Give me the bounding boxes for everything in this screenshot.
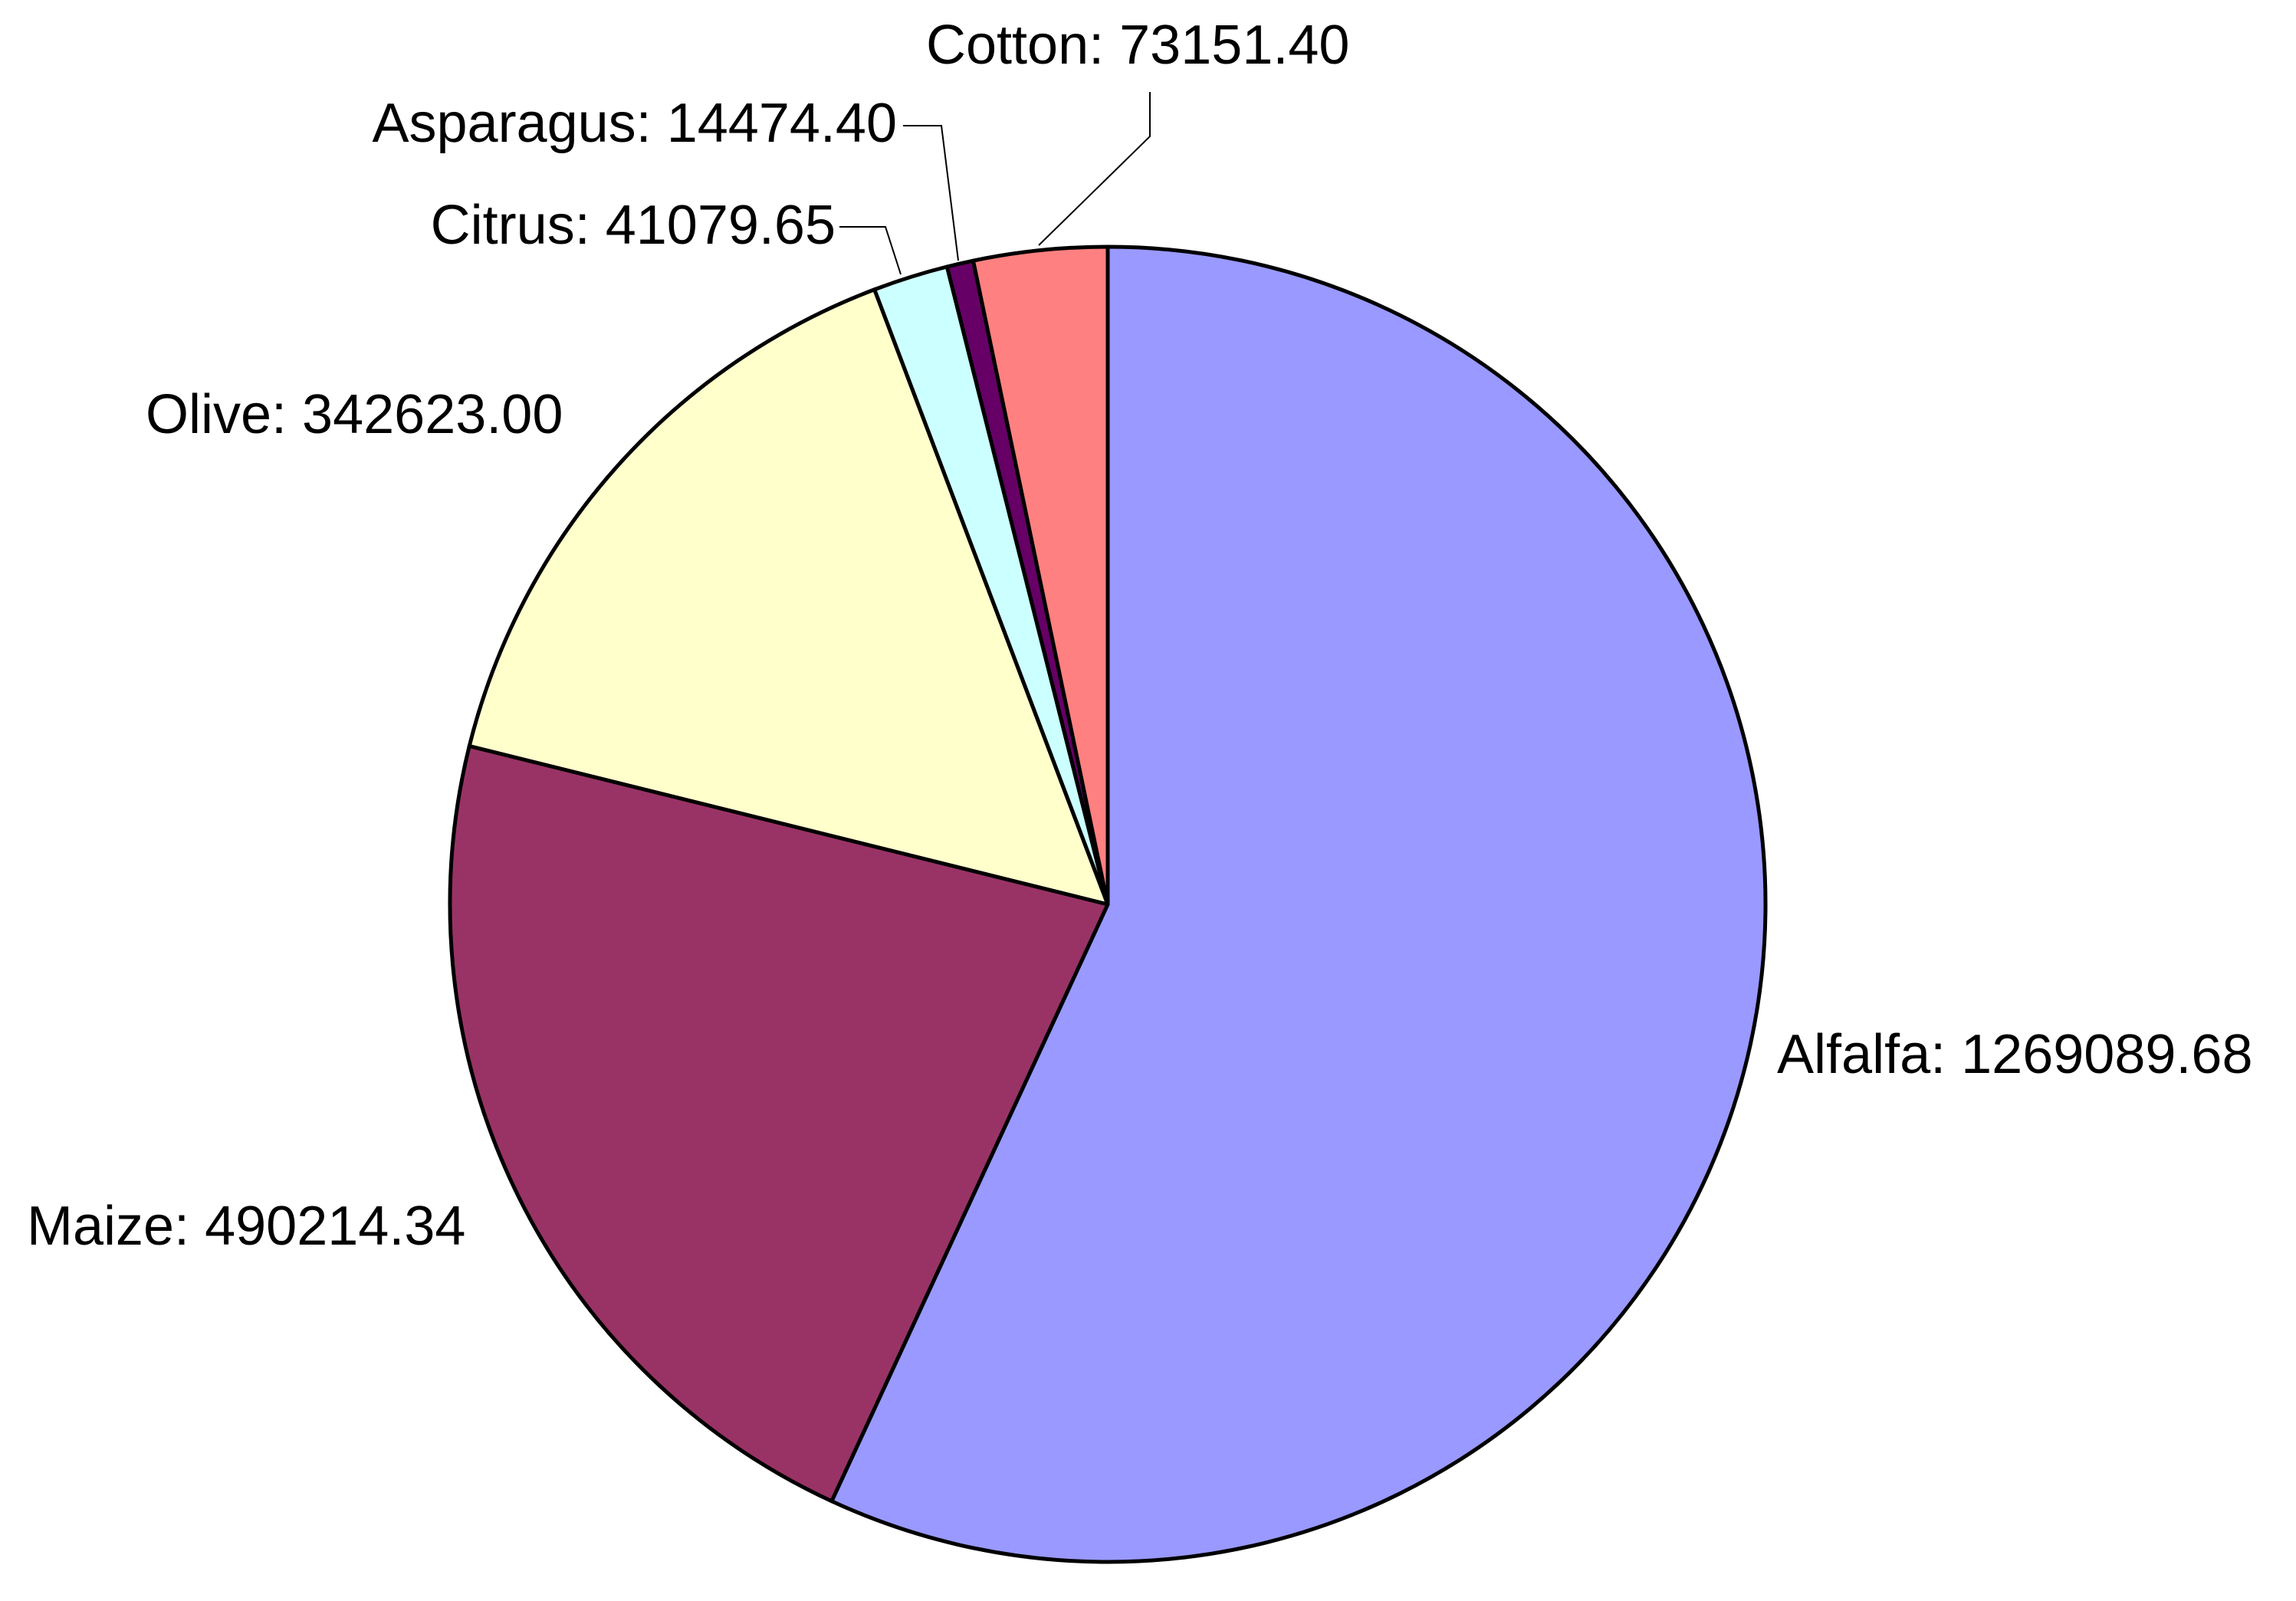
pie-slice-olive	[467, 287, 1110, 907]
leader-lines-layer	[839, 92, 1151, 275]
slice-label-cotton: Cotton: 73151.40	[926, 15, 1349, 76]
pie-slice-maize	[448, 743, 1110, 1504]
slice-label-maize: Maize: 490214.34	[27, 1196, 465, 1257]
labels-layer: Alfalfa: 1269089.68 Maize: 490214.34 Oli…	[27, 15, 2253, 1257]
slices-layer	[448, 244, 1768, 1564]
leader-line-citrus	[839, 226, 902, 275]
slice-label-citrus: Citrus: 41079.65	[431, 195, 836, 256]
slice-label-olive: Olive: 342623.00	[146, 384, 563, 445]
slice-label-asparagus: Asparagus: 14474.40	[372, 93, 897, 154]
slice-label-alfalfa: Alfalfa: 1269089.68	[1777, 1024, 2253, 1085]
leader-line-asparagus	[903, 125, 959, 261]
pie-slice-cotton	[971, 244, 1110, 907]
leader-line-cotton	[1038, 92, 1151, 246]
pie-slice-alfalfa	[829, 244, 1768, 1564]
